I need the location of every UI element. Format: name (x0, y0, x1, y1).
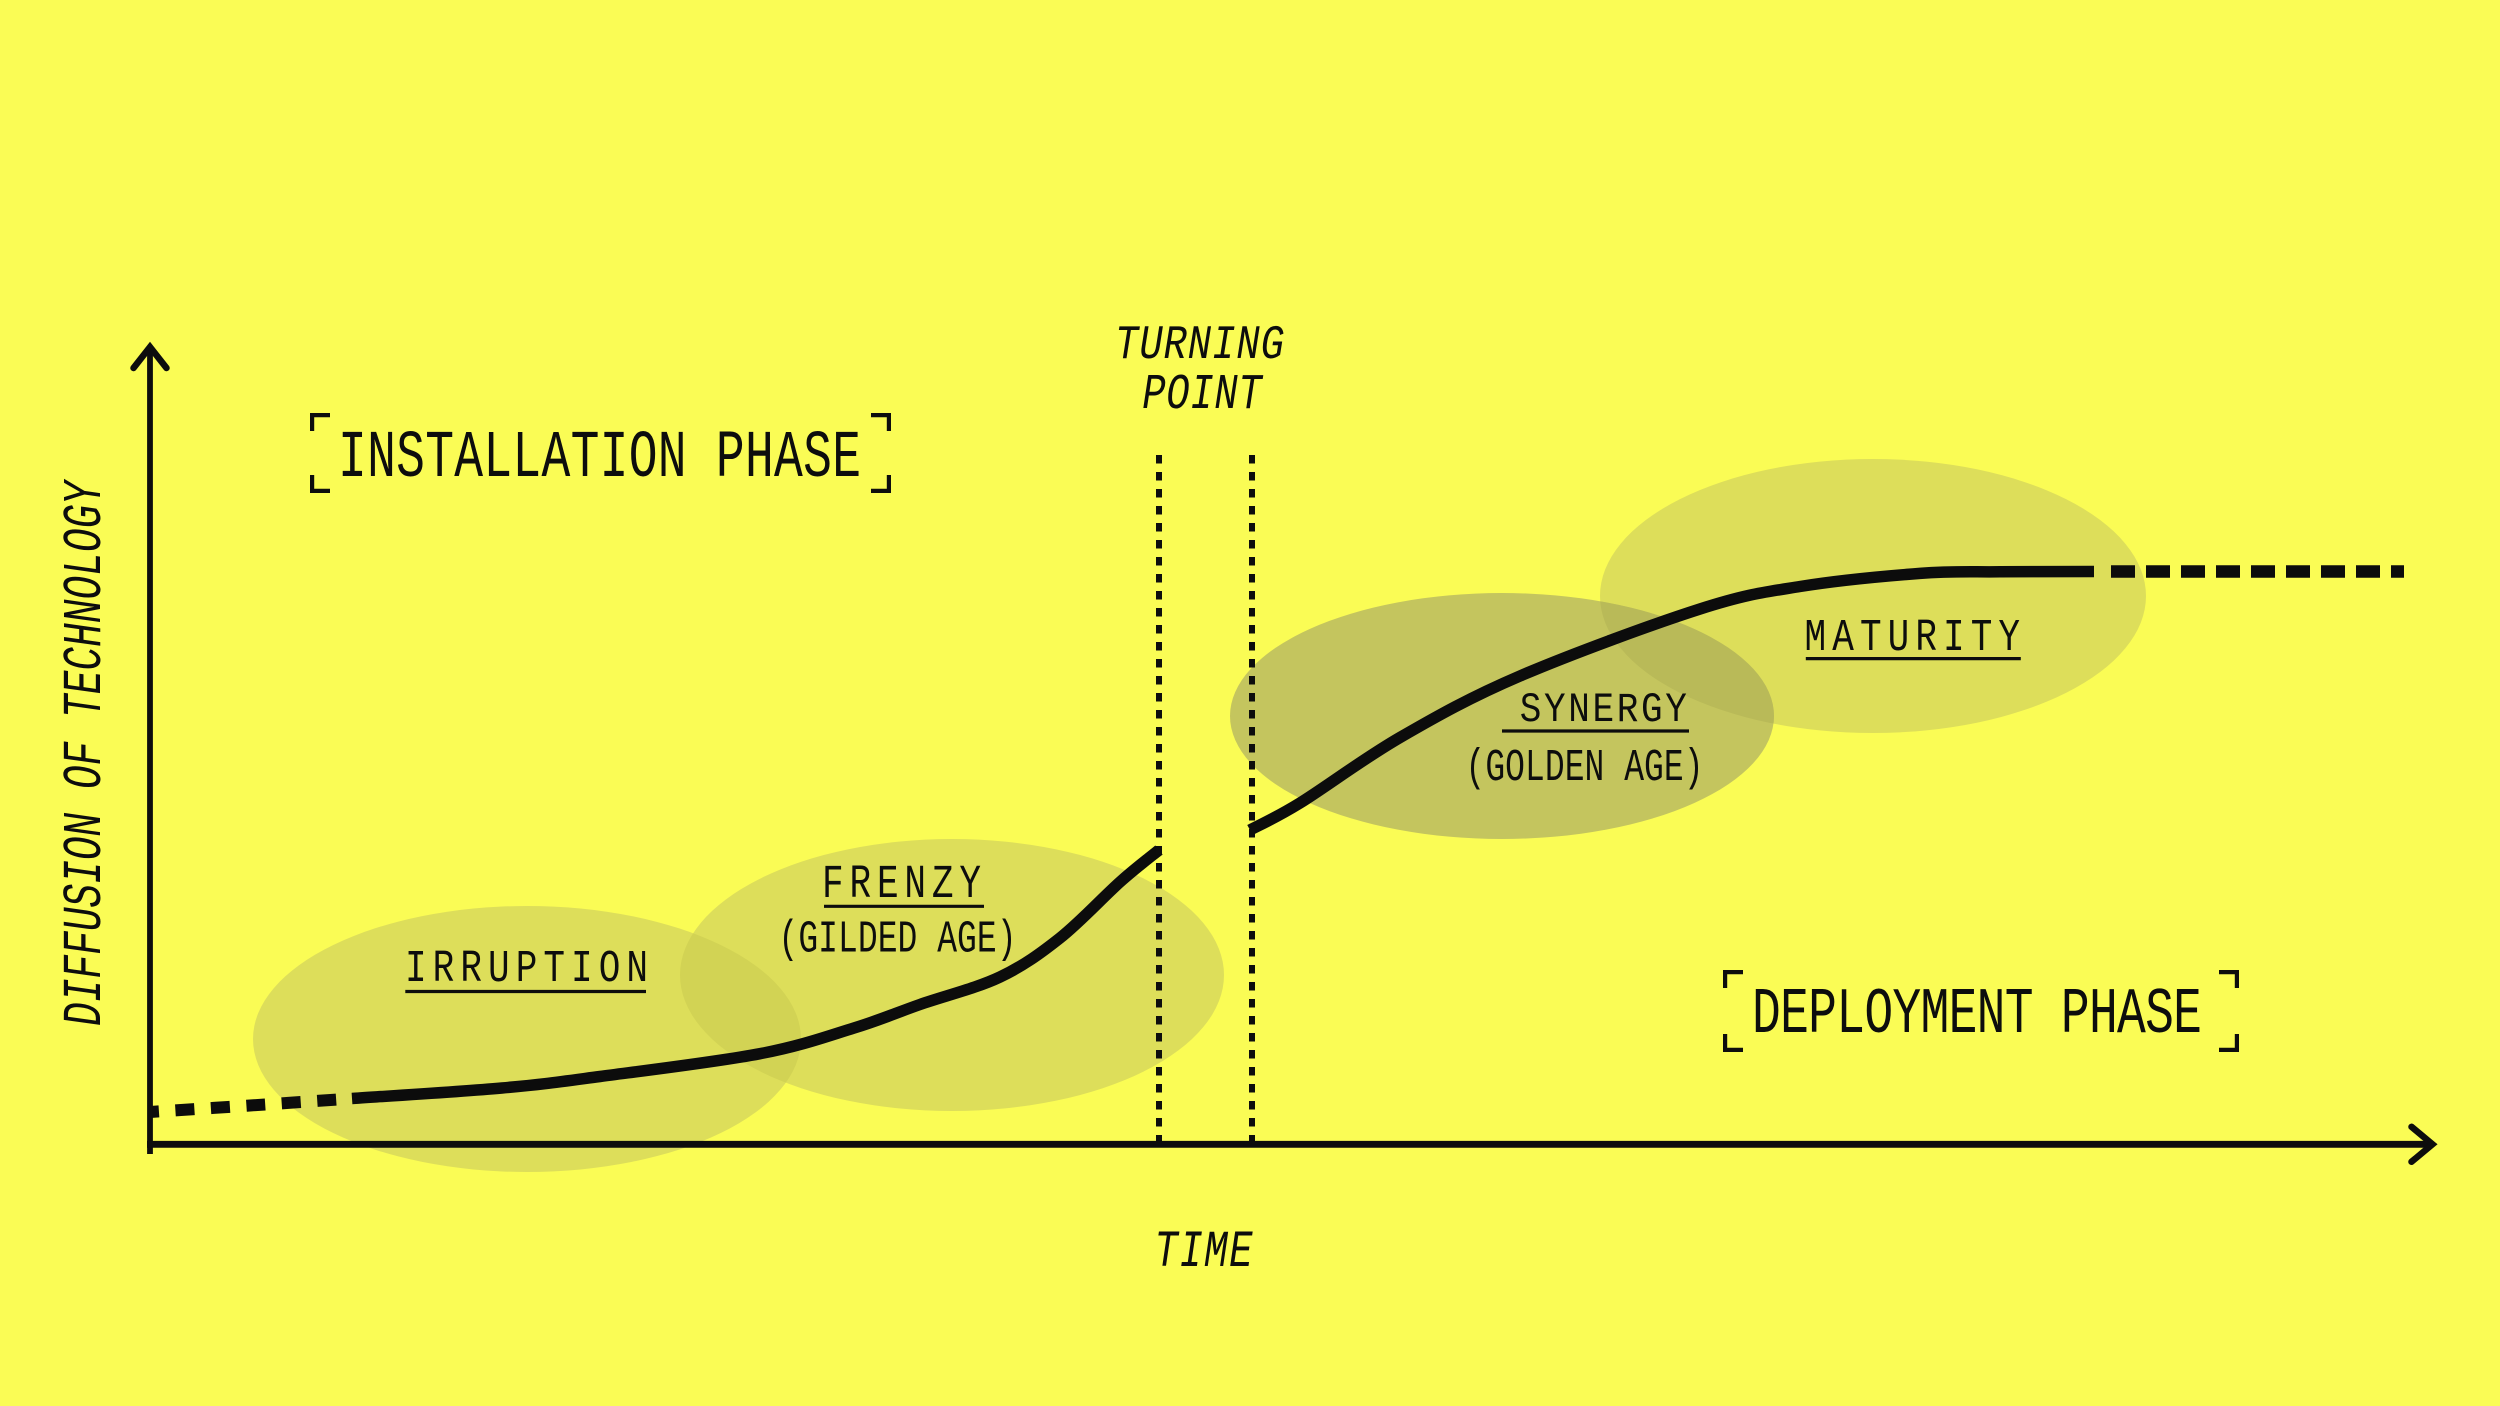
svg-text:(GOLDEN AGE): (GOLDEN AGE) (1466, 742, 1704, 794)
svg-text:TIME: TIME (1155, 1223, 1254, 1282)
svg-text:SYNERGY: SYNERGY (1520, 686, 1687, 734)
svg-text:(GILDED AGE): (GILDED AGE) (779, 914, 1017, 966)
svg-text:DEPLOYMENT PHASE: DEPLOYMENT PHASE (1752, 980, 2202, 1053)
svg-text:TURNING: TURNING (1115, 318, 1284, 373)
svg-text:DIFFUSION OF TECHNOLOGY: DIFFUSION OF TECHNOLOGY (55, 478, 117, 1026)
svg-text:INSTALLATION PHASE: INSTALLATION PHASE (338, 420, 861, 497)
svg-text:IRRUPTION: IRRUPTION (405, 944, 648, 995)
svg-text:POINT: POINT (1142, 368, 1263, 424)
